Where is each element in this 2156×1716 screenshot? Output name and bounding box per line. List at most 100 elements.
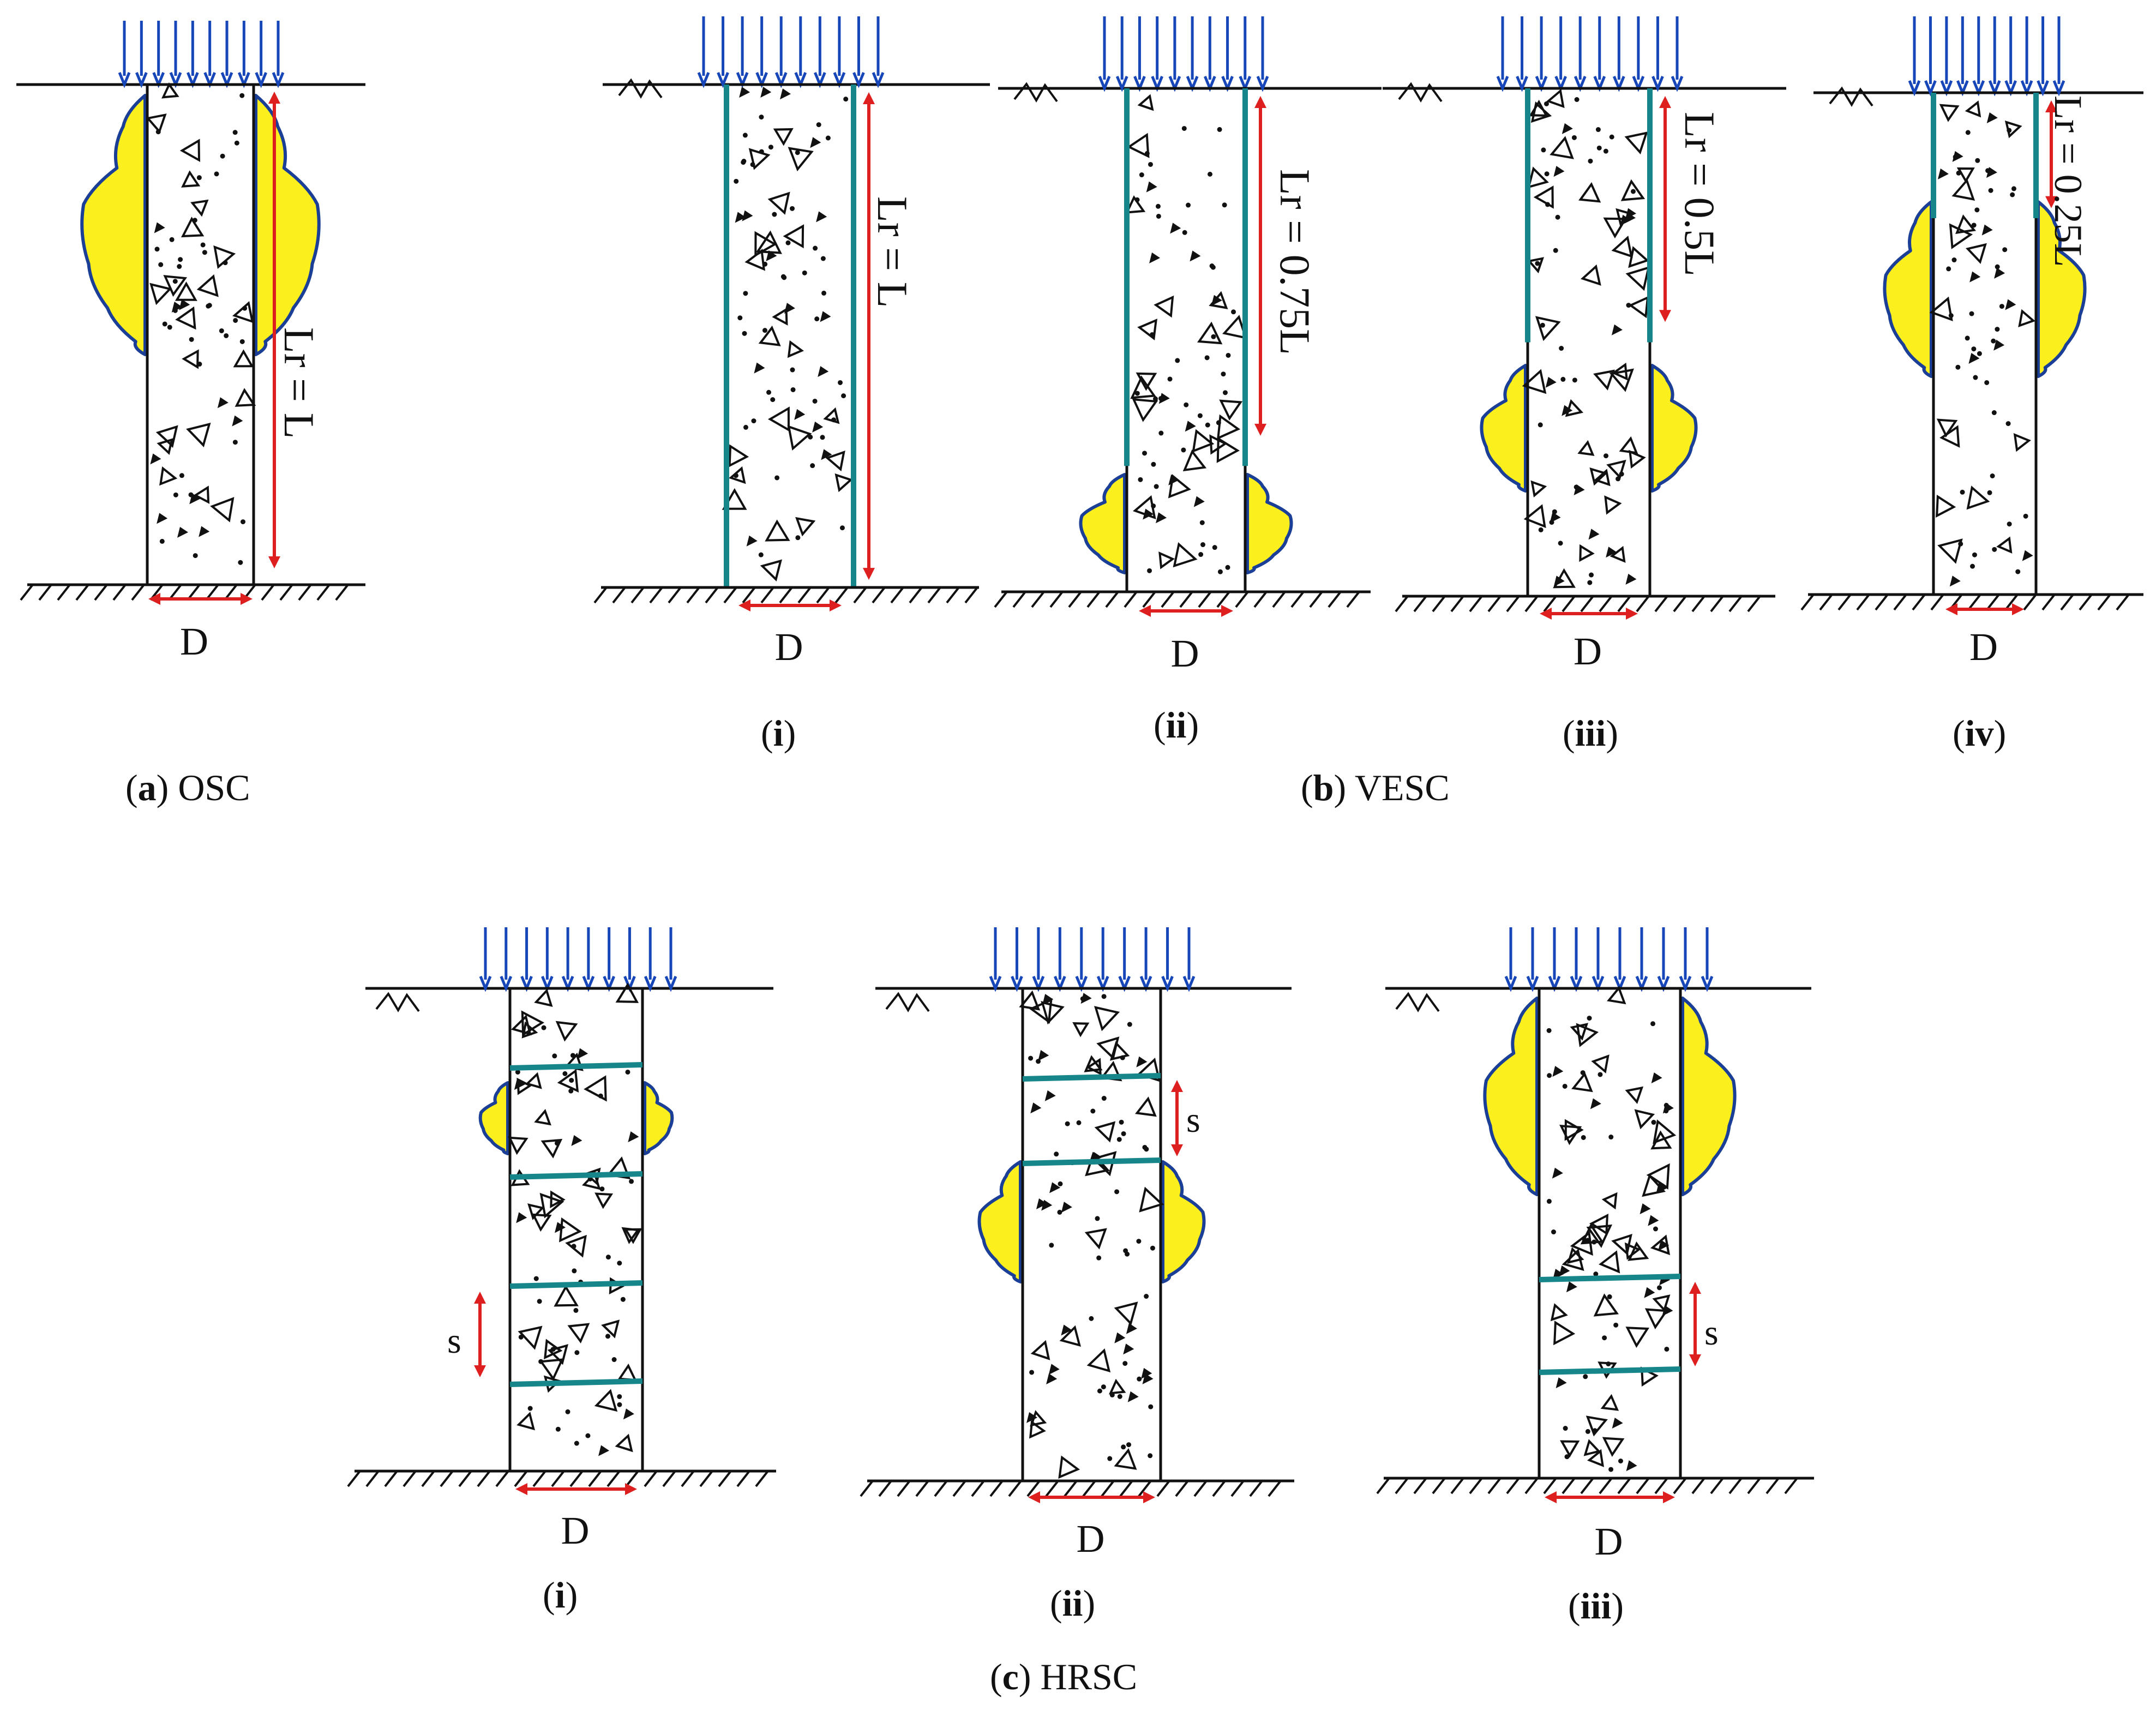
stone-aggregates <box>146 82 256 565</box>
ground-hatch <box>1376 1477 1814 1495</box>
d-label: D <box>180 620 208 663</box>
bulge-zone <box>1480 364 1527 493</box>
ground-hatch <box>1800 593 2143 611</box>
ground-hatch <box>994 590 1371 608</box>
panel-c-ii: sD <box>860 927 1294 1561</box>
ground-hatch <box>347 1469 776 1487</box>
geosynthetic-encasement <box>1525 88 1653 343</box>
lr-dimension-arrow <box>268 92 280 568</box>
reinforcement-layer <box>509 1378 643 1387</box>
dimension-d-arrow <box>1540 608 1638 620</box>
soil-surface-mark <box>1013 82 1058 103</box>
caption-b-iii: (iii) <box>1563 712 1618 754</box>
geosynthetic-encasement <box>1124 88 1248 466</box>
soil-surface-mark <box>375 992 420 1012</box>
load-arrows <box>118 21 285 88</box>
ground-hatch <box>860 1479 1294 1497</box>
bulge-zone <box>478 1081 509 1155</box>
panel-b-ii: Lr = 0.75L D <box>994 16 1382 675</box>
stone-column <box>1538 987 1682 1480</box>
caption-c: (c) HRSC <box>990 1656 1138 1697</box>
load-arrows <box>1504 927 1714 992</box>
panel-b-iv: Lr = 0.25L D <box>1800 16 2143 669</box>
dimension-d-arrow <box>148 593 253 605</box>
panel-b-iii: Lr = 0.5L D <box>1383 16 1786 673</box>
lr-dimension-arrow <box>1659 96 1671 322</box>
s-dimension-arrow <box>1171 1080 1183 1156</box>
bulge-zone <box>2037 200 2087 378</box>
dimension-d-arrow <box>1545 1491 1675 1503</box>
lr-label: Lr = L <box>275 327 323 439</box>
load-arrows <box>479 927 677 992</box>
s-label: s <box>1186 1100 1200 1140</box>
load-arrows <box>1098 16 1269 92</box>
stone-aggregates <box>1125 94 1247 574</box>
load-arrows <box>1496 16 1684 92</box>
s-dimension-arrow <box>474 1292 486 1377</box>
reinforcement-layer <box>509 1062 643 1071</box>
bulge-zone <box>1246 473 1293 574</box>
d-label: D <box>1077 1517 1105 1561</box>
bulge-zone <box>80 94 147 356</box>
bulge-zone <box>254 94 321 356</box>
horizontal-reinforcement <box>509 1062 643 1387</box>
stone-aggregates <box>1929 100 2036 587</box>
bulge-zone <box>1161 1160 1206 1283</box>
load-arrows <box>989 927 1196 992</box>
dimension-d-arrow <box>1028 1491 1155 1503</box>
reinforcement-layer <box>1022 1073 1161 1082</box>
horizontal-reinforcement <box>1539 1274 1681 1375</box>
soil-surface-mark <box>1829 86 1873 107</box>
lr-label: Lr = L <box>869 196 916 308</box>
horizontal-reinforcement <box>1022 1073 1161 1166</box>
dimension-d-arrow <box>738 599 842 611</box>
caption-b: (b) VESC <box>1301 767 1450 808</box>
lr-dimension-arrow <box>1254 96 1266 436</box>
load-arrows <box>1908 16 2065 97</box>
d-label: D <box>1969 625 1998 669</box>
load-arrows <box>697 16 885 88</box>
lr-label: Lr = 0.75L <box>1271 169 1319 355</box>
bulge-zone <box>1650 364 1698 493</box>
d-label: D <box>561 1509 590 1552</box>
s-dimension-arrow <box>1689 1282 1701 1366</box>
dimension-d-arrow <box>1139 605 1233 617</box>
bulge-zone <box>1483 997 1539 1196</box>
geosynthetic-encasement <box>1931 93 2039 218</box>
d-label: D <box>1574 629 1602 673</box>
stone-aggregates <box>1546 986 1677 1472</box>
stone-aggregates <box>722 87 853 581</box>
soil-surface-mark <box>885 992 930 1012</box>
panel-c-i: sD <box>347 927 776 1552</box>
reinforcement-layer <box>509 1171 643 1180</box>
caption-b-ii: (ii) <box>1154 704 1199 746</box>
stone-column <box>146 83 255 586</box>
lr-label: Lr = 0.25L <box>2046 95 2090 267</box>
bulge-zone <box>1681 997 1737 1196</box>
dimension-d-arrow <box>515 1483 637 1495</box>
bulge-zone <box>977 1160 1022 1283</box>
caption-c-i: (i) <box>543 1574 578 1616</box>
lr-label: Lr = 0.5L <box>1676 112 1723 277</box>
stone-aggregates <box>1019 990 1164 1479</box>
panel-a-osc: Lr = L D <box>16 21 365 663</box>
ground-hatch <box>20 583 365 601</box>
reinforcement-layer <box>1022 1157 1161 1166</box>
d-label: D <box>1171 632 1199 675</box>
caption-a: (a) OSC <box>125 767 250 808</box>
s-label: s <box>447 1321 461 1361</box>
caption-b-i: (i) <box>761 712 796 754</box>
stone-column <box>1526 87 1651 598</box>
bulge-zone <box>643 1081 674 1155</box>
reinforcement-layer <box>509 1280 643 1289</box>
ground-hatch <box>1395 595 1775 613</box>
soil-surface-mark <box>1395 992 1440 1012</box>
caption-c-iii: (iii) <box>1568 1585 1624 1627</box>
bulge-zone <box>1079 473 1126 574</box>
panel-c-iii: sD <box>1376 927 1814 1563</box>
stone-column <box>1932 91 2038 596</box>
lr-dimension-arrow <box>863 92 875 580</box>
soil-surface-mark <box>1398 82 1443 103</box>
geosynthetic-encasement <box>724 85 856 587</box>
